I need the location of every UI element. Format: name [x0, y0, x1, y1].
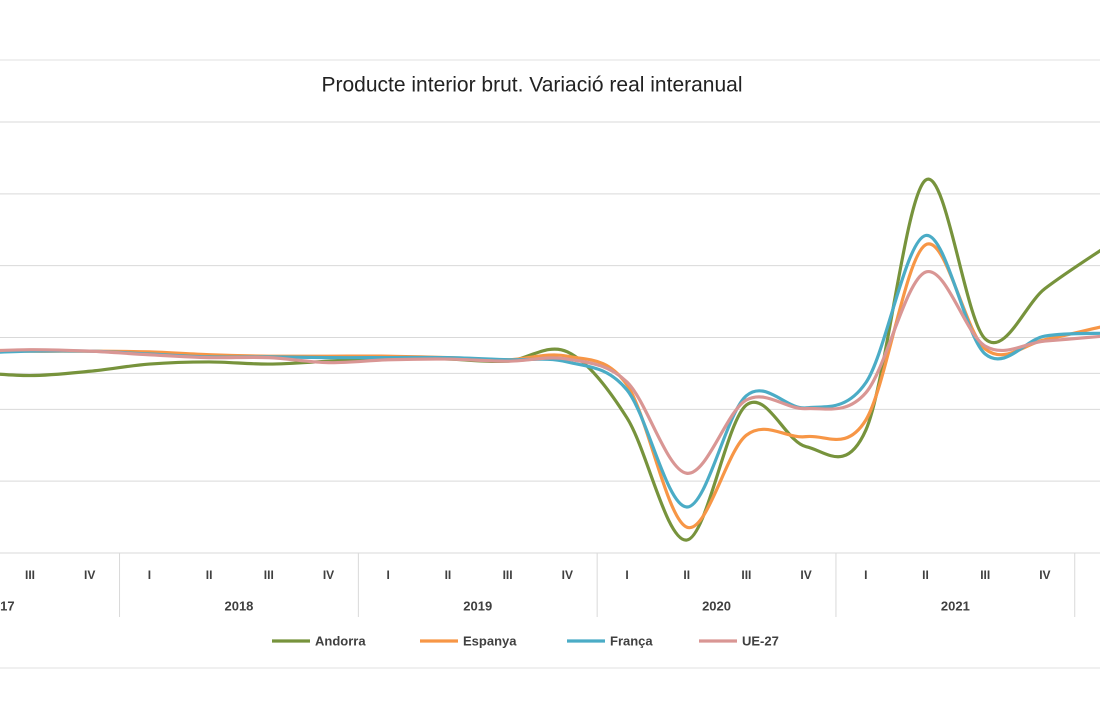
x-tick-label: I	[625, 568, 628, 582]
x-tick-label: I	[387, 568, 390, 582]
year-label: 2021	[941, 598, 970, 613]
x-tick-label: IV	[323, 568, 334, 582]
x-tick-label: III	[25, 568, 35, 582]
legend-label: UE-27	[742, 633, 779, 648]
year-label: 2019	[463, 598, 492, 613]
x-tick-label: III	[980, 568, 990, 582]
chart-title: Producte interior brut. Variació real in…	[322, 74, 743, 97]
series-line	[0, 242, 1100, 529]
x-tick-label: II	[206, 568, 213, 582]
legend-label: Espanya	[463, 633, 517, 648]
series-line	[0, 270, 1100, 475]
year-label: 2017	[0, 598, 15, 613]
x-tick-label: I	[148, 568, 151, 582]
series-line	[0, 177, 1100, 542]
year-label: 2018	[224, 598, 253, 613]
x-tick-label: IV	[1039, 568, 1050, 582]
legend-label: França	[610, 633, 653, 648]
x-tick-label: IV	[84, 568, 95, 582]
x-tick-label: I	[864, 568, 867, 582]
x-tick-label: IV	[562, 568, 573, 582]
x-tick-label: II	[922, 568, 929, 582]
year-label: 2020	[702, 598, 731, 613]
x-tick-label: II	[683, 568, 690, 582]
series-line	[0, 233, 1100, 509]
legend-label: Andorra	[315, 633, 366, 648]
x-tick-label: IV	[800, 568, 811, 582]
x-tick-label: III	[741, 568, 751, 582]
x-tick-label: III	[264, 568, 274, 582]
x-tick-label: II	[445, 568, 452, 582]
x-tick-label: III	[503, 568, 513, 582]
